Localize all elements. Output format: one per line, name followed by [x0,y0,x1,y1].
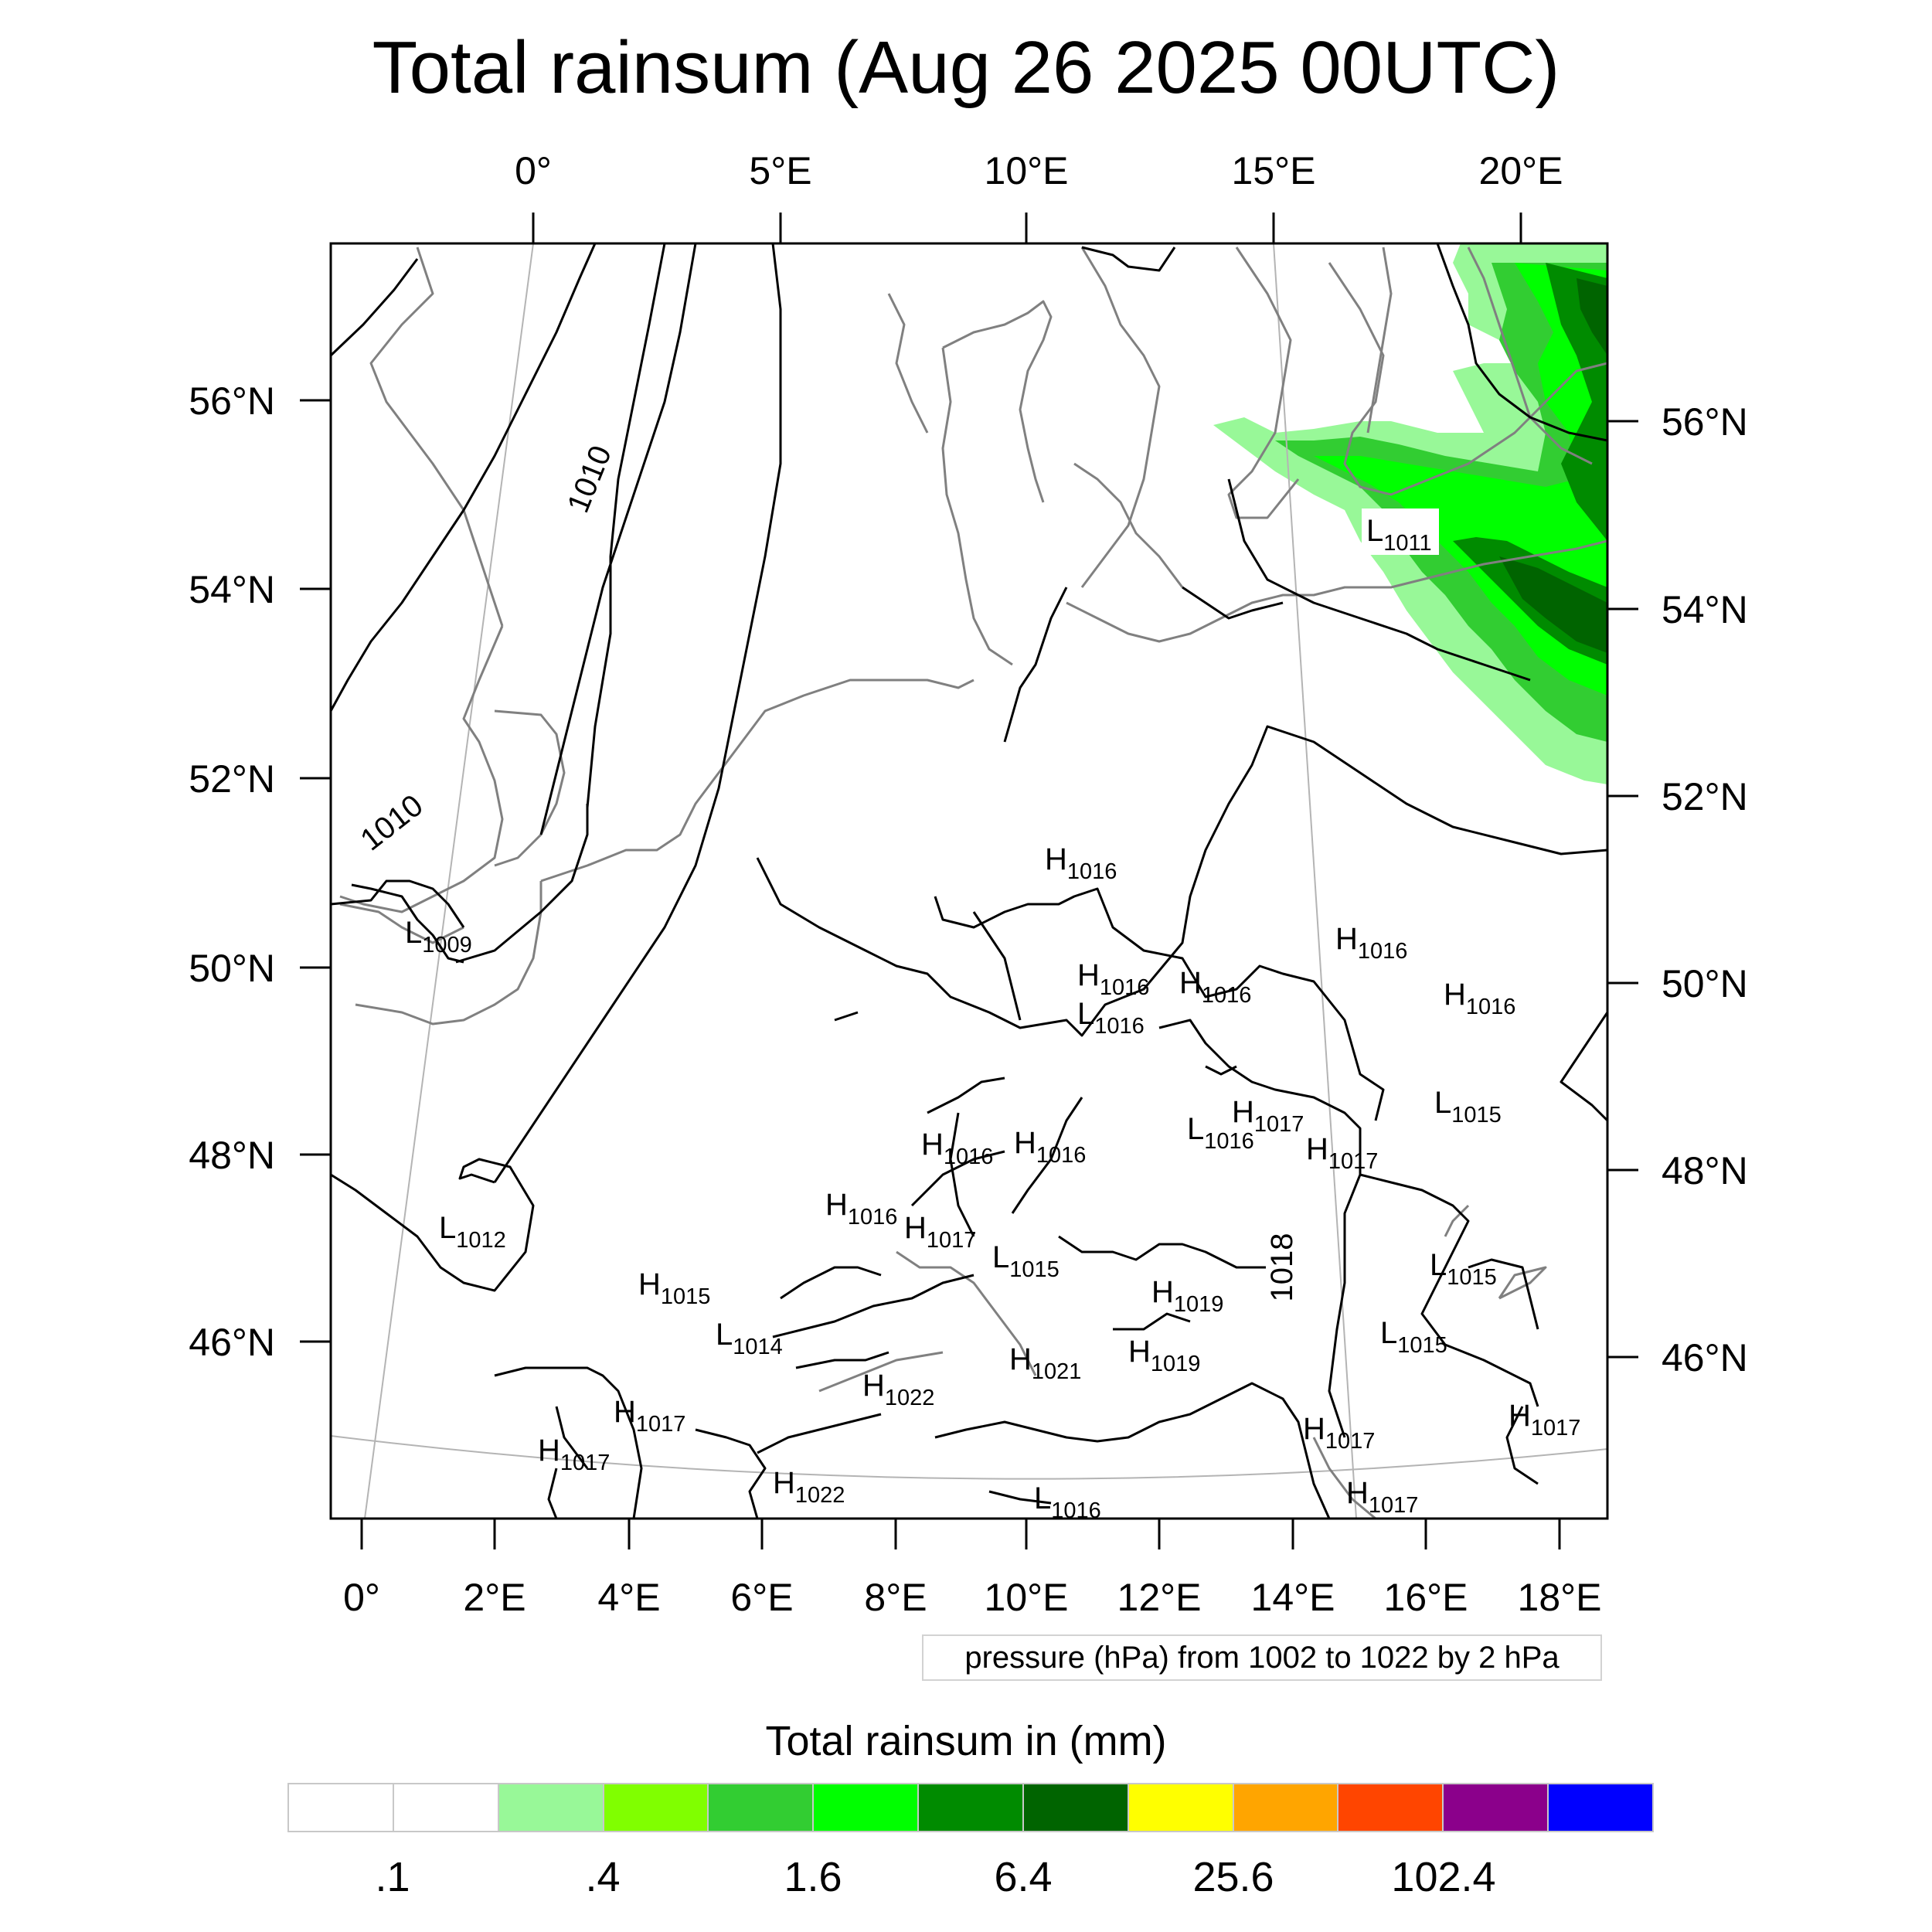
top-lon-labels: 0° 5°E 10°E 15°E 20°E [515,149,1563,192]
colorbar-swatch [1128,1784,1234,1831]
top-lon-label: 0° [515,149,552,192]
pressure-center: H1022 [773,1466,845,1508]
rain-area-dark [1499,278,1607,653]
left-lat-label: 54°N [189,568,275,611]
bottom-lon-label: 18°E [1518,1576,1602,1619]
top-lon-label: 20°E [1479,149,1563,192]
pressure-center: L1012 [439,1211,506,1253]
pressure-center: H1017 [1346,1476,1418,1518]
bottom-lon-label: 4°E [597,1576,660,1619]
pressure-center: H1022 [862,1369,934,1410]
pressure-center: H1017 [1509,1399,1580,1440]
left-lat-label: 50°N [189,947,275,990]
colorbar-swatch [814,1784,920,1831]
pressure-center: L1016 [1187,1112,1254,1154]
pressure-center: L1014 [716,1318,783,1359]
left-lat-label: 52°N [189,757,275,801]
coastlines [339,247,1607,1519]
right-lat-label: 52°N [1662,775,1748,818]
pressure-center: H1016 [1045,842,1117,884]
colorbar-swatch [393,1784,499,1831]
bottom-lon-label: 2°E [463,1576,526,1619]
pressure-center: H1017 [904,1211,976,1253]
pressure-center: H1019 [1128,1335,1200,1376]
bottom-lon-label: 8°E [864,1576,927,1619]
colorbar-swatch [1549,1784,1652,1831]
pressure-center: H1017 [1303,1412,1375,1454]
right-lat-label: 54°N [1662,588,1748,631]
colorbar-swatch [709,1784,815,1831]
map-frame [329,242,1609,1520]
right-lat-label: 50°N [1662,962,1748,1005]
right-lat-label: 56°N [1662,400,1748,444]
top-lon-label: 10°E [985,149,1069,192]
pressure-center: H1021 [1009,1342,1081,1384]
colorbar-label: .1 [375,1854,410,1900]
colorbar-label: 102.4 [1391,1854,1496,1900]
pressure-center: H1016 [1014,1126,1086,1168]
pressure-center: H1016 [921,1128,993,1169]
pressure-centers: L1011 L1009 H1016 H1016 H1016 L1016 H101… [405,509,1580,1523]
isobars [331,243,1607,1519]
pressure-center: L1015 [992,1240,1060,1282]
colorbar [287,1783,1654,1832]
right-lat-label: 48°N [1662,1149,1748,1192]
pressure-center: H1017 [538,1434,610,1475]
right-lat-labels: 56°N 54°N 52°N 50°N 48°N 46°N [1662,400,1748,1379]
pressure-info-label: pressure (hPa) from 1002 to 1022 by 2 hP… [922,1634,1602,1681]
colorbar-swatch [919,1784,1024,1831]
rain-area-green [1453,263,1607,665]
pressure-center: L1016 [1077,997,1145,1039]
pressure-center: H1016 [825,1188,897,1230]
bottom-lon-label: 6°E [730,1576,793,1619]
pressure-center: H1017 [1306,1132,1378,1174]
bottom-lon-label: 10°E [985,1576,1069,1619]
colorbar-label: 1.6 [784,1854,842,1900]
colorbar-swatch [1338,1784,1444,1831]
colorbar-swatch [1023,1784,1129,1831]
bottom-lon-label: 16°E [1384,1576,1468,1619]
colorbar-label: 25.6 [1192,1854,1274,1900]
pressure-center: H1017 [1232,1095,1304,1137]
colorbar-title: Total rainsum in (mm) [765,1718,1167,1764]
axis-ticks [300,213,1638,1549]
bottom-lon-label: 0° [343,1576,380,1619]
pressure-center: L1015 [1380,1316,1447,1358]
pressure-center: H1019 [1151,1275,1223,1317]
left-lat-labels: 56°N 54°N 52°N 50°N 48°N 46°N [189,379,275,1364]
colorbar-label: .4 [585,1854,621,1900]
pressure-center: H1017 [614,1395,685,1437]
bottom-lon-labels: 0° 2°E 4°E 6°E 8°E 10°E 12°E 14°E 16°E 1… [343,1576,1601,1619]
colorbar-swatch [498,1784,604,1831]
top-lon-label: 15°E [1232,149,1316,192]
colorbar-swatch [604,1784,709,1831]
pressure-center: H1016 [1077,958,1149,1000]
pressure-center: H1016 [1335,922,1407,964]
pressure-center: H1016 [1179,966,1251,1008]
contour-label: 1010 [561,441,618,518]
top-lon-label: 5°E [749,149,811,192]
pressure-center: L1009 [405,916,472,957]
left-lat-label: 56°N [189,379,275,423]
bottom-lon-label: 14°E [1251,1576,1335,1619]
colorbar-label: 6.4 [994,1854,1053,1900]
pressure-center: H1016 [1444,978,1515,1019]
pressure-center: L1015 [1434,1086,1502,1128]
right-lat-label: 46°N [1662,1336,1748,1379]
bottom-lon-label: 12°E [1117,1576,1202,1619]
colorbar-swatch [289,1784,394,1831]
pressure-center: H1015 [638,1267,710,1309]
colorbar-swatch [1444,1784,1549,1831]
pressure-center: L1015 [1430,1248,1497,1290]
pressure-center: L1011 [1366,514,1432,556]
map-title: Total rainsum (Aug 26 2025 00UTC) [372,26,1560,109]
graticule [331,243,1607,1519]
left-lat-label: 48°N [189,1134,275,1177]
contour-label: 1018 [1265,1233,1299,1302]
left-lat-label: 46°N [189,1321,275,1364]
pressure-center: L1016 [1034,1481,1101,1523]
colorbar-swatch [1233,1784,1339,1831]
